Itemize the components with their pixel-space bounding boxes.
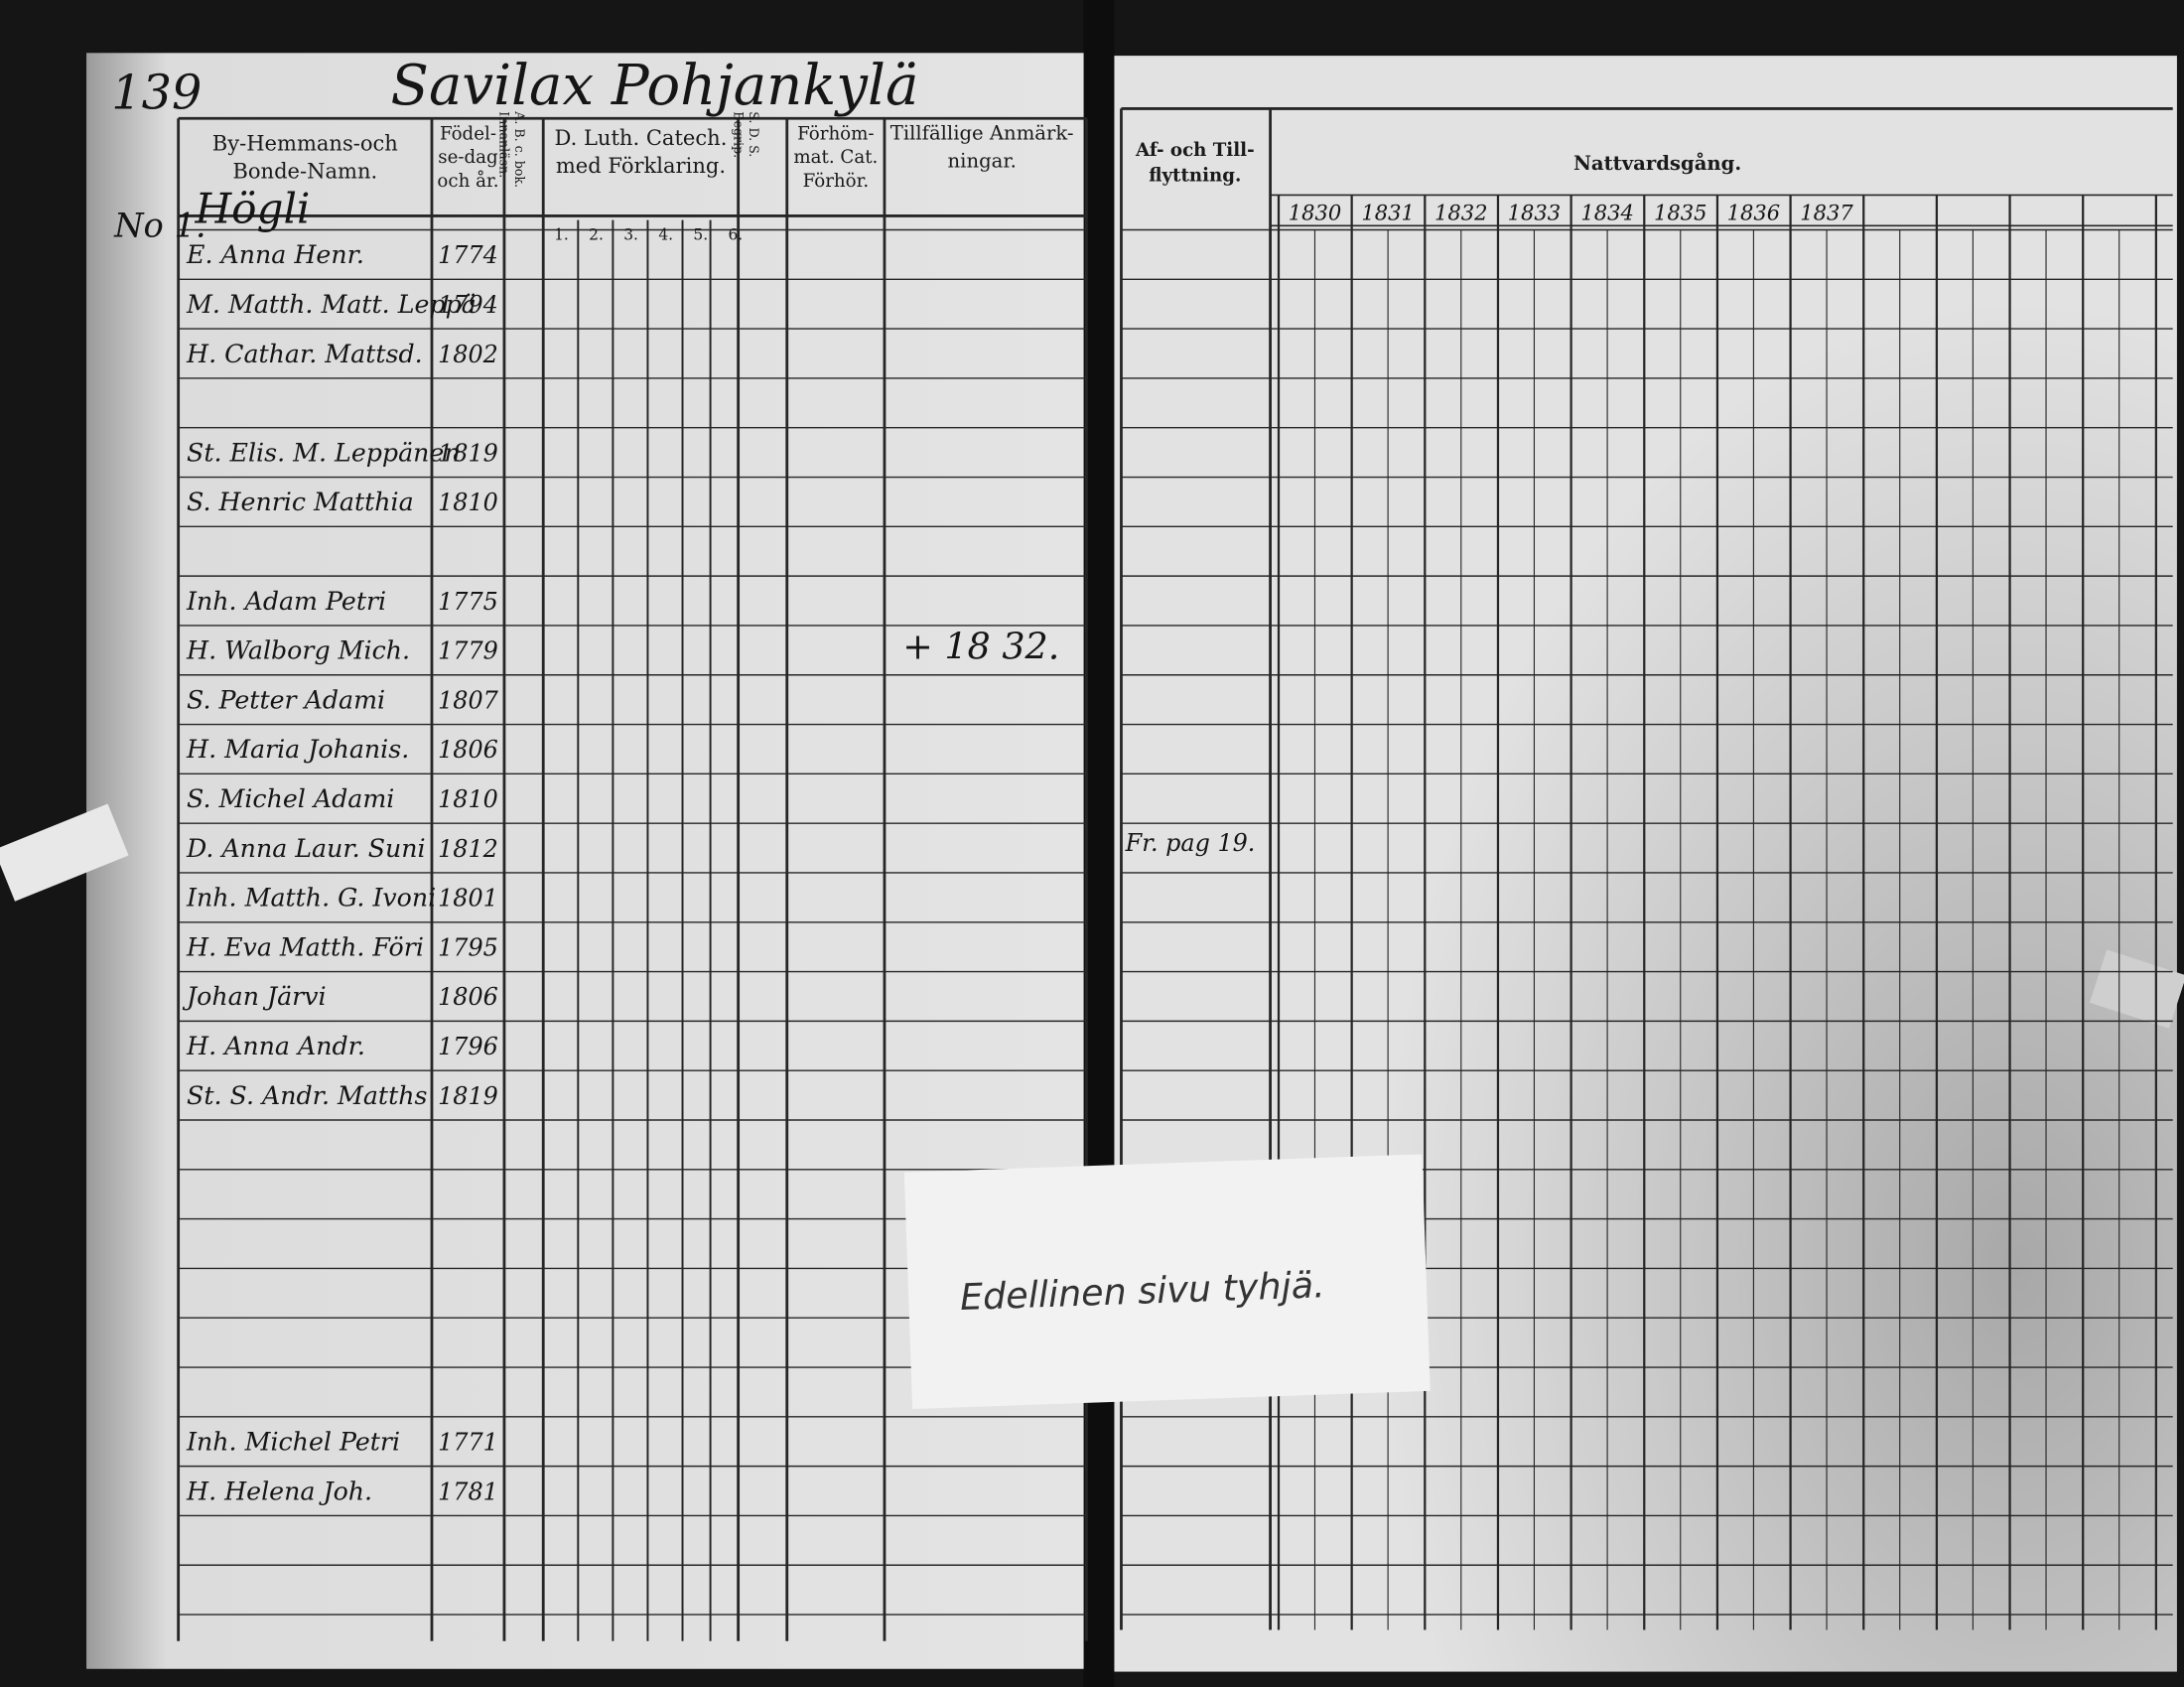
- birth-year: 1779: [438, 637, 498, 665]
- birth-year: 1806: [438, 736, 498, 764]
- column-header: 4.: [658, 225, 673, 243]
- birth-year: 1774: [438, 241, 498, 269]
- column-header: Förhöm-: [797, 123, 874, 144]
- birth-year: 1819: [438, 1082, 498, 1110]
- note-paper: [903, 1154, 1431, 1410]
- birth-year: 1806: [438, 983, 498, 1011]
- pasted-note: Edellinen sivu tyhjä.: [903, 1154, 1431, 1410]
- column-header: By-Hemmans-och: [212, 131, 398, 156]
- column-header: ningar.: [948, 149, 1017, 172]
- person-name: H. Eva Matth. Föri: [186, 932, 424, 961]
- column-header: 1.: [554, 225, 569, 243]
- person-name: E. Anna Henr.: [186, 240, 364, 269]
- column-header: flyttning.: [1149, 165, 1241, 186]
- text-layer: 139 Savilax Pohjankylä By-Hemmans-och Bonde…: [111, 54, 1853, 1505]
- year-header: 1834: [1580, 201, 1634, 225]
- column-header: Bonde-Namn.: [232, 159, 377, 184]
- column-header: A. B. c. bok.: [512, 110, 527, 188]
- column-header: 2.: [589, 225, 604, 243]
- household-number: No 1.: [113, 207, 206, 245]
- birth-year: 1812: [438, 835, 498, 863]
- person-name: S. Petter Adami: [187, 685, 385, 714]
- remark: + 18 32.: [902, 626, 1059, 668]
- birth-year: 1794: [438, 291, 498, 319]
- person-name: D. Anna Laur. Suni: [186, 834, 426, 863]
- year-header: 1835: [1654, 201, 1707, 225]
- person-name: M. Matth. Matt. Leppä: [186, 290, 477, 319]
- person-name: H. Cathar. Mattsd.: [186, 340, 423, 368]
- person-name: Inh. Michel Petri: [186, 1427, 400, 1456]
- column-header: och år.: [437, 170, 498, 192]
- birth-year: 1802: [438, 341, 498, 368]
- column-header: 6.: [728, 225, 743, 243]
- page-number: 139: [111, 66, 202, 120]
- person-name: Johan Järvi: [182, 982, 327, 1011]
- tab: [2089, 949, 2184, 1029]
- birth-year: 1810: [438, 489, 498, 516]
- year-header: 1837: [1800, 201, 1853, 225]
- person-name: H. Helena Joh.: [186, 1476, 372, 1505]
- person-name: S. Michel Adami: [187, 784, 394, 813]
- year-header: 1833: [1508, 201, 1562, 225]
- person-name: Inh. Adam Petri: [186, 587, 386, 616]
- person-name: H. Anna Andr.: [186, 1032, 365, 1060]
- birth-year: 1807: [438, 686, 499, 714]
- column-header: 5.: [693, 225, 708, 243]
- column-header: S. D. S.: [747, 111, 761, 157]
- move-note: Fr. pag 19.: [1125, 829, 1256, 857]
- column-header: se-dag: [438, 147, 498, 168]
- column-header: Förhör.: [803, 171, 870, 192]
- year-header: 1832: [1434, 201, 1488, 225]
- column-header: Tillfällige Anmärk-: [890, 121, 1074, 144]
- household-name: Högli: [194, 184, 310, 232]
- birth-year: 1775: [438, 588, 498, 616]
- person-name: H. Walborg Mich.: [186, 636, 410, 665]
- column-header: Födel-: [440, 123, 496, 144]
- column-header: Innanläsn.: [497, 111, 512, 178]
- column-header: D. Luth. Catech.: [554, 125, 727, 150]
- column-header: 3.: [623, 225, 638, 243]
- person-name: Inh. Matth. G. Ivoni: [186, 884, 436, 913]
- year-header: 1830: [1289, 201, 1342, 225]
- column-header: med Förklaring.: [556, 153, 726, 178]
- ruling: [177, 107, 2173, 1641]
- birth-year: 1801: [438, 885, 498, 913]
- year-header: 1836: [1727, 201, 1781, 225]
- birth-year: 1795: [438, 933, 498, 961]
- person-name: St. S. Andr. Matths: [187, 1081, 427, 1110]
- person-name: H. Maria Johanis.: [186, 735, 409, 764]
- column-header: Begrip.: [731, 111, 746, 158]
- birth-year: 1819: [438, 439, 498, 467]
- binding: [1083, 0, 1115, 1687]
- column-header: Nattvardsgång.: [1573, 151, 1741, 175]
- birth-year: 1796: [438, 1033, 498, 1060]
- tab: [0, 803, 129, 902]
- person-name: St. Elis. M. Leppänen: [187, 438, 461, 467]
- birth-year: 1781: [438, 1477, 498, 1505]
- column-header: Af- och Till-: [1135, 140, 1255, 161]
- birth-year: 1810: [438, 785, 498, 813]
- year-header: 1831: [1361, 201, 1415, 225]
- column-header: mat. Cat.: [793, 147, 878, 168]
- person-name: S. Henric Matthia: [187, 488, 414, 516]
- page-title: Savilax Pohjankylä: [391, 54, 919, 118]
- birth-year: 1771: [438, 1428, 498, 1456]
